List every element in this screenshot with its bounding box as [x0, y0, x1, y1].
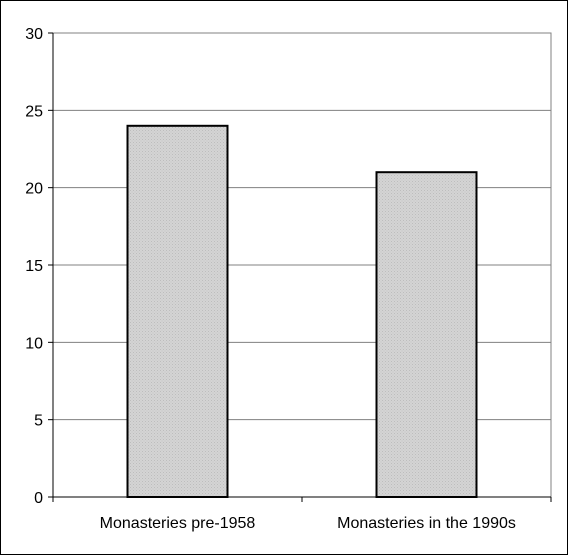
x-category-label: Monasteries pre-1958 [100, 515, 256, 532]
y-tick-label: 20 [25, 181, 43, 198]
plot-area: 0 5 10 15 20 25 30 Monasteries pre-1958 Monaster… [25, 26, 552, 532]
y-tick-label: 10 [25, 335, 43, 352]
y-tick-label: 25 [25, 103, 43, 120]
bar-2 [375, 171, 478, 498]
y-tick-label: 15 [25, 258, 43, 275]
y-tick-label: 0 [34, 490, 43, 507]
bar-1 [126, 124, 229, 499]
y-tick-label: 30 [25, 26, 43, 43]
y-tick-label: 5 [34, 413, 43, 430]
x-category-label: Monasteries in the 1990s [337, 515, 516, 532]
